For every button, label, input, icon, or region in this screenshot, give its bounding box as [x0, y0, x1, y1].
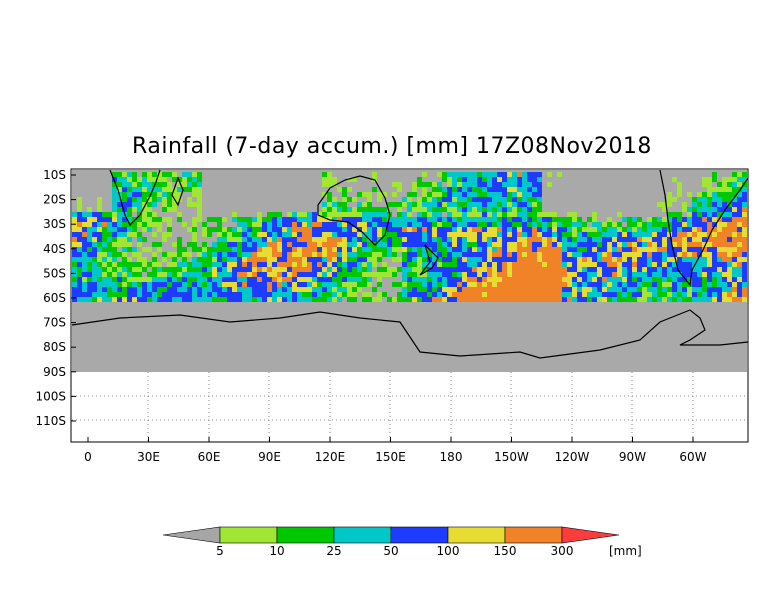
colorbar-unit: [mm] — [609, 544, 642, 558]
y-tick-label: 30S — [43, 217, 66, 231]
y-tick-label: 80S — [43, 340, 66, 354]
coastlines — [71, 169, 749, 359]
colorbar-upper-arrow — [561, 526, 620, 544]
y-tick-label: 90S — [43, 365, 66, 379]
colorbar-lower-arrow — [162, 526, 221, 544]
africa-coast — [109, 169, 161, 227]
y-tick-label: 70S — [43, 316, 66, 330]
antarctica-coast — [71, 309, 749, 359]
y-tick-label: 50S — [43, 266, 66, 280]
colorbar-segment — [447, 526, 506, 544]
madagascar-coast — [171, 176, 184, 207]
x-tick-label: 0 — [84, 450, 92, 464]
x-tick-label: 30E — [137, 450, 160, 464]
colorbar: 5 10 25 50 100 150 300 [mm] — [162, 526, 642, 558]
south-america-coast — [659, 169, 749, 287]
colorbar-tick-label: 300 — [551, 544, 574, 558]
colorbar-segment — [390, 526, 449, 544]
colorbar-tick-label: 100 — [437, 544, 460, 558]
colorbar-segment — [276, 526, 335, 544]
colorbar-tick-label: 5 — [216, 544, 224, 558]
x-tick-label: 180 — [440, 450, 463, 464]
australia-coast — [317, 175, 391, 246]
y-tick-label: 10S — [43, 168, 66, 182]
y-tick-label: 20S — [43, 193, 66, 207]
colorbar-tick-label: 25 — [326, 544, 341, 558]
y-tick-label: 100S — [35, 389, 66, 403]
rainfall-field — [72, 172, 747, 302]
colorbar-segment — [219, 526, 278, 544]
x-tick-label: 60E — [198, 450, 221, 464]
x-tick-label: 60W — [679, 450, 706, 464]
x-tick-label: 90E — [258, 450, 281, 464]
colorbar-tick-label: 150 — [494, 544, 517, 558]
x-tick-label: 150E — [375, 450, 406, 464]
colorbar-segment — [333, 526, 392, 544]
y-tick-label: 60S — [43, 291, 66, 305]
y-tick-label: 40S — [43, 242, 66, 256]
grid-lines — [72, 372, 747, 441]
x-tick-label: 120E — [315, 450, 346, 464]
new-zealand-coast — [419, 244, 439, 276]
x-tick-label: 120W — [555, 450, 590, 464]
y-tick-label: 110S — [35, 414, 66, 428]
colorbar-segment — [504, 526, 563, 544]
x-tick-label: 150W — [494, 450, 529, 464]
colorbar-tick-label: 10 — [269, 544, 284, 558]
x-tick-label: 90W — [619, 450, 646, 464]
map-title: Rainfall (7-day accum.) [mm] 17Z08Nov201… — [132, 134, 652, 159]
colorbar-tick-label: 50 — [383, 544, 398, 558]
